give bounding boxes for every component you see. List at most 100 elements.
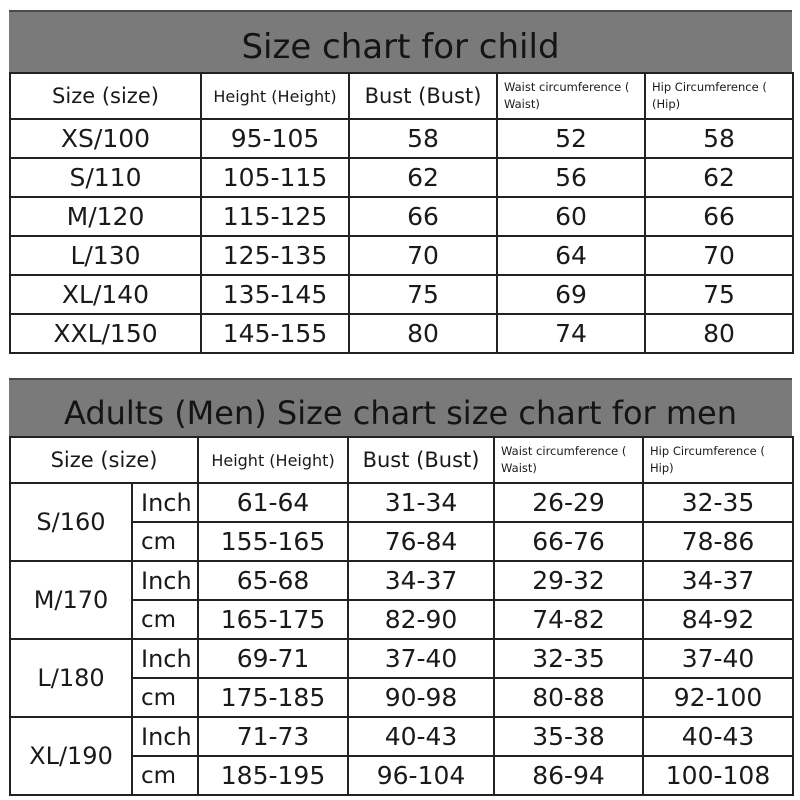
- waist-cell: 69: [496, 274, 646, 315]
- child-header-row: Size (size) Height (Height) Bust (Bust) …: [9, 72, 794, 120]
- height-cell: 71-73: [197, 716, 350, 757]
- bust-cell: 76-84: [347, 521, 496, 562]
- hip-cell: 84-92: [642, 599, 795, 640]
- men-header-size: Size (size): [8, 436, 200, 484]
- unit-cell: Inch: [130, 638, 200, 679]
- men-chart-title: Adults (Men) Size chart size chart for m…: [9, 378, 792, 436]
- size-cell: XS/100: [9, 118, 202, 159]
- unit-cell: cm: [130, 755, 200, 796]
- unit-cell: cm: [130, 521, 200, 562]
- table-row: XXL/150 145-155 80 74 80: [9, 313, 794, 354]
- unit-cell: Inch: [130, 716, 200, 757]
- waist-cell: 32-35: [493, 638, 645, 679]
- waist-cell: 29-32: [493, 560, 645, 601]
- unit-cell: cm: [130, 599, 200, 640]
- table-row: cm 165-175 82-90 74-82 84-92: [10, 599, 795, 640]
- height-cell: 105-115: [200, 157, 350, 198]
- bust-cell: 34-37: [347, 560, 496, 601]
- waist-cell: 35-38: [493, 716, 645, 757]
- hip-cell: 66: [644, 196, 794, 237]
- bust-cell: 58: [348, 118, 498, 159]
- bust-cell: 80: [348, 313, 498, 354]
- size-cell: S/160: [9, 482, 133, 562]
- waist-cell: 66-76: [493, 521, 645, 562]
- height-cell: 135-145: [200, 274, 350, 315]
- height-cell: 155-165: [197, 521, 350, 562]
- size-cell: S/110: [9, 157, 202, 198]
- unit-cell: Inch: [130, 482, 200, 523]
- child-header-hip: Hip Circumference ( (Hip): [644, 72, 794, 120]
- waist-cell: 60: [496, 196, 646, 237]
- height-cell: 115-125: [200, 196, 350, 237]
- men-header-row: Size (size) Height (Height) Bust (Bust) …: [8, 436, 795, 484]
- men-size-chart: Adults (Men) Size chart size chart for m…: [8, 378, 795, 796]
- waist-cell: 80-88: [493, 677, 645, 718]
- table-row: L/180 Inch 69-71 37-40 32-35 37-40: [9, 638, 795, 718]
- unit-cell: cm: [130, 677, 200, 718]
- child-size-table: Size (size) Height (Height) Bust (Bust) …: [9, 72, 794, 354]
- bust-cell: 70: [348, 235, 498, 276]
- waist-cell: 56: [496, 157, 646, 198]
- height-cell: 95-105: [200, 118, 350, 159]
- height-cell: 61-64: [197, 482, 350, 523]
- waist-cell: 74-82: [493, 599, 645, 640]
- bust-cell: 40-43: [347, 716, 496, 757]
- size-cell: L/130: [9, 235, 202, 276]
- waist-cell: 74: [496, 313, 646, 354]
- hip-cell: 62: [644, 157, 794, 198]
- size-cell: M/170: [9, 560, 133, 640]
- table-row: S/160 Inch 61-64 31-34 26-29 32-35: [9, 482, 795, 562]
- hip-cell: 40-43: [642, 716, 795, 757]
- waist-cell: 86-94: [493, 755, 645, 796]
- hip-cell: 70: [644, 235, 794, 276]
- men-header-hip: Hip Circumference ( Hip): [642, 436, 795, 484]
- waist-cell: 26-29: [493, 482, 645, 523]
- waist-cell: 64: [496, 235, 646, 276]
- table-row: cm 185-195 96-104 86-94 100-108: [10, 755, 795, 796]
- height-cell: 145-155: [200, 313, 350, 354]
- waist-cell: 52: [496, 118, 646, 159]
- child-chart-title: Size chart for child: [9, 10, 792, 72]
- bust-cell: 62: [348, 157, 498, 198]
- height-cell: 185-195: [197, 755, 350, 796]
- table-row: XL/140 135-145 75 69 75: [9, 274, 794, 315]
- unit-cell: Inch: [130, 560, 200, 601]
- table-row: S/110 105-115 62 56 62: [9, 157, 794, 198]
- hip-cell: 78-86: [642, 521, 795, 562]
- height-cell: 125-135: [200, 235, 350, 276]
- men-header-waist: Waist circumference ( Waist): [493, 436, 645, 484]
- height-cell: 69-71: [197, 638, 350, 679]
- table-row: XS/100 95-105 58 52 58: [9, 118, 794, 159]
- child-header-height: Height (Height): [200, 72, 350, 120]
- men-header-bust: Bust (Bust): [347, 436, 496, 484]
- child-header-waist: Waist circumference ( Waist): [496, 72, 646, 120]
- height-cell: 175-185: [197, 677, 350, 718]
- hip-cell: 92-100: [642, 677, 795, 718]
- child-header-size: Size (size): [9, 72, 202, 120]
- hip-cell: 80: [644, 313, 794, 354]
- table-row: L/130 125-135 70 64 70: [9, 235, 794, 276]
- hip-cell: 32-35: [642, 482, 795, 523]
- table-row: XL/190 Inch 71-73 40-43 35-38 40-43: [9, 716, 795, 796]
- hip-cell: 100-108: [642, 755, 795, 796]
- bust-cell: 90-98: [347, 677, 496, 718]
- bust-cell: 31-34: [347, 482, 496, 523]
- bust-cell: 96-104: [347, 755, 496, 796]
- size-cell: XL/140: [9, 274, 202, 315]
- men-header-height: Height (Height): [197, 436, 350, 484]
- size-cell: M/120: [9, 196, 202, 237]
- bust-cell: 37-40: [347, 638, 496, 679]
- size-cell: L/180: [9, 638, 133, 718]
- table-row: M/170 Inch 65-68 34-37 29-32 34-37: [9, 560, 795, 640]
- hip-cell: 37-40: [642, 638, 795, 679]
- table-row: cm 155-165 76-84 66-76 78-86: [10, 521, 795, 562]
- size-cell: XXL/150: [9, 313, 202, 354]
- table-row: M/120 115-125 66 60 66: [9, 196, 794, 237]
- height-cell: 65-68: [197, 560, 350, 601]
- table-row: cm 175-185 90-98 80-88 92-100: [10, 677, 795, 718]
- hip-cell: 34-37: [642, 560, 795, 601]
- bust-cell: 82-90: [347, 599, 496, 640]
- child-header-bust: Bust (Bust): [348, 72, 498, 120]
- size-cell: XL/190: [9, 716, 133, 796]
- height-cell: 165-175: [197, 599, 350, 640]
